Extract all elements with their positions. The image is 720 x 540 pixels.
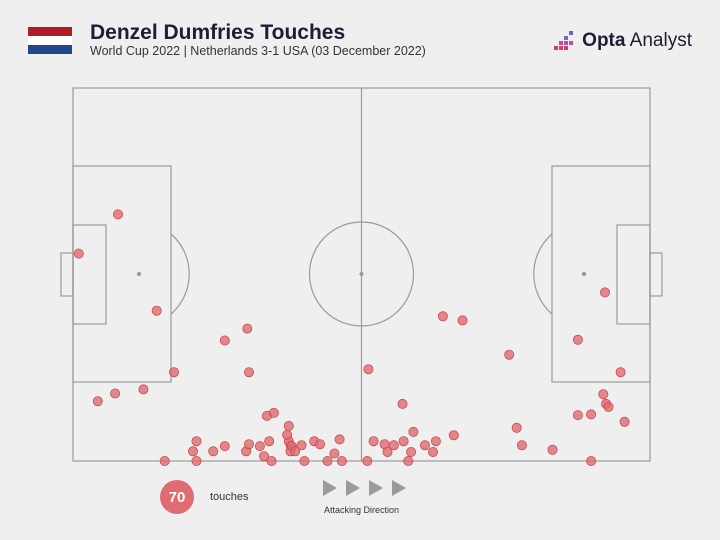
touch-point [73,248,84,259]
right-goal [649,252,663,297]
touch-point [258,451,269,462]
touch-point [457,315,468,326]
touch-point [619,416,630,427]
right-six-yard-box [616,224,651,325]
touch-point [398,436,409,447]
flag-stripe-red [28,27,72,36]
touch-point [254,441,265,452]
touch-point [598,389,609,400]
brand-name: Opta Analyst [582,30,692,51]
touch-point [516,440,527,451]
touch-point [362,455,373,466]
touch-point [427,446,438,457]
touch-point [336,455,347,466]
touch-point [219,335,230,346]
touch-point [113,209,124,220]
left-goal [60,252,74,297]
touch-point [92,396,103,407]
touch-point [219,441,230,452]
touch-point [600,287,611,298]
touch-point [388,440,399,451]
touch-point [586,455,597,466]
pitch-markings [60,87,663,462]
touch-point [615,367,626,378]
left-penalty-arc [170,233,190,315]
attacking-direction-label: Attacking Direction [324,505,400,515]
netherlands-flag [28,27,72,54]
direction-arrow-icon [392,480,406,496]
touch-point [511,422,522,433]
right-penalty-spot [581,271,587,277]
touch-point [368,436,379,447]
touch-point [586,409,597,420]
touch-point [290,446,301,457]
flag-stripe-blue [28,45,72,54]
touch-point [408,426,419,437]
page-title: Denzel Dumfries Touches [90,21,346,44]
touch-point [296,440,307,451]
touch-point [419,440,430,451]
touch-point [437,311,448,322]
touch-point [282,429,293,440]
touch-point [603,401,614,412]
touch-point [547,444,558,455]
touch-point [266,455,277,466]
touch-point [572,410,583,421]
touch-point [243,439,254,450]
touch-count-badge: 70 [160,480,194,514]
touch-point [159,455,170,466]
touch-point [283,420,294,431]
touch-point [382,446,393,457]
touch-point [363,364,374,375]
centre-spot [359,271,364,277]
page-subtitle: World Cup 2022 | Netherlands 3-1 USA (03… [90,44,426,58]
touch-point [110,388,121,399]
touch-point [430,436,441,447]
touch-point [322,455,333,466]
touch-count-label: touches [210,491,249,503]
opta-dots-icon [554,31,574,50]
centre-circle [308,221,415,327]
touch-point [403,455,414,466]
touch-point [168,367,179,378]
touch-point [314,439,325,450]
direction-arrow-icon [369,480,383,496]
direction-arrow-icon [323,480,337,496]
direction-arrow-icon [346,480,360,496]
touch-points [73,209,630,466]
touch-point [208,446,219,457]
touch-point [151,305,162,316]
left-penalty-spot [136,271,142,277]
touch-point [504,349,515,360]
touch-point [138,384,149,395]
touch-point [329,448,340,459]
touch-point [242,323,253,334]
touch-point [191,436,202,447]
touch-point [243,367,254,378]
touch-point [191,455,202,466]
touch-point [572,334,583,345]
left-six-yard-box [72,224,107,325]
touch-point [268,407,279,418]
touch-point [299,455,310,466]
right-penalty-arc [533,233,553,315]
touch-point [334,434,345,445]
touch-point [187,446,198,457]
flag-stripe-white [28,36,72,45]
attacking-direction-arrows [323,480,406,496]
touch-point [448,430,459,441]
touch-point [397,398,408,409]
left-penalty-box [72,165,172,383]
touch-point [406,446,417,457]
opta-analyst-logo: Opta Analyst [553,30,692,52]
right-penalty-box [551,165,651,383]
touch-point [264,436,275,447]
